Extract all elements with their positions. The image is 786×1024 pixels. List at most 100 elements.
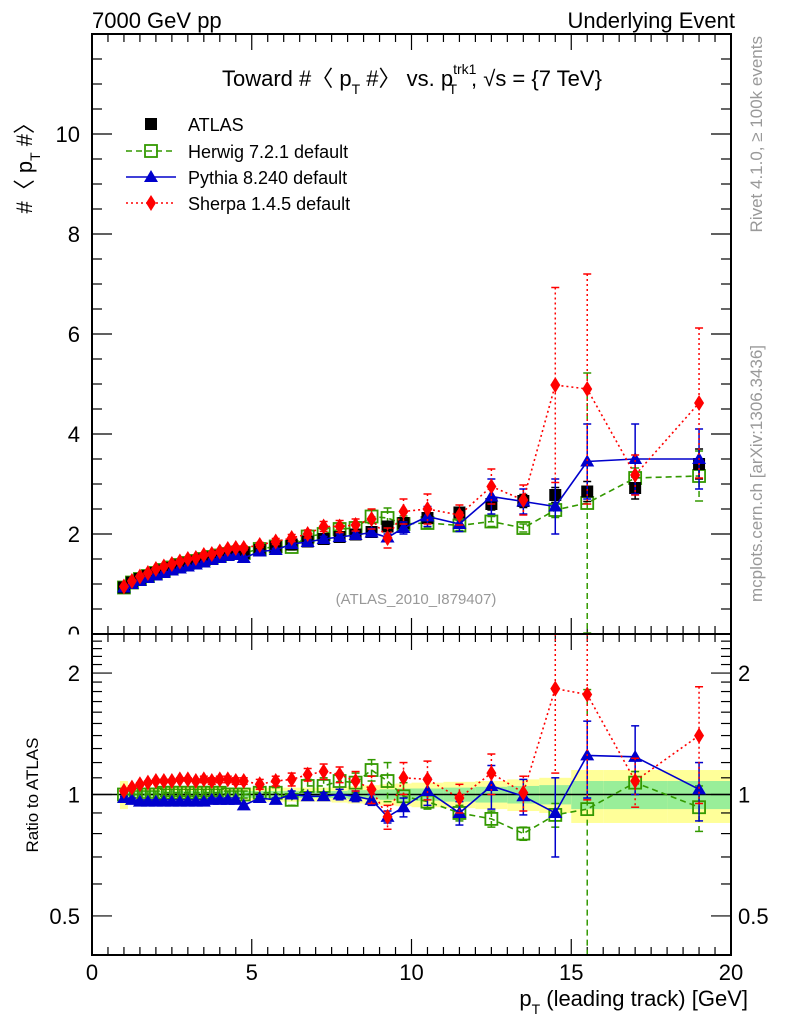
herwig-marker [580, 802, 595, 817]
legend-label: Herwig 7.2.1 default [188, 142, 348, 162]
main-ylabel: #〈 pT #〉 [12, 112, 43, 214]
sherpa-marker [630, 467, 641, 483]
pythia-marker [628, 452, 643, 464]
sherpa-marker [190, 773, 201, 790]
rivet-label: Rivet 4.1.0, ≥ 100k events [747, 36, 766, 232]
legend-label: Sherpa 1.4.5 default [188, 194, 350, 214]
sherpa-marker [174, 553, 185, 570]
pythia-marker [316, 789, 331, 802]
header-right: Underlying Event [567, 8, 735, 33]
herwig-marker [380, 774, 395, 788]
title-sub: T [448, 81, 457, 97]
y-tick-label: 8 [68, 222, 80, 247]
y-tick-label: 0 [68, 622, 80, 647]
pythia-marker [396, 521, 411, 533]
sherpa-marker [134, 776, 145, 793]
title-sup: trk1 [453, 61, 477, 77]
sherpa-marker [286, 771, 297, 788]
sherpa-marker [222, 541, 233, 557]
sherpa-marker [206, 773, 217, 790]
legend: ATLAS Herwig 7.2.1 default Pythia 8.240 de… [126, 115, 350, 214]
pythia-marker [396, 800, 411, 813]
sherpa-marker [142, 774, 153, 791]
sherpa-marker [422, 771, 433, 788]
sherpa-marker [454, 790, 465, 807]
x-tick-label: 0 [86, 960, 98, 985]
series-sherpa [118, 273, 705, 595]
analysis-watermark: (ATLAS_2010_I879407) [336, 591, 497, 608]
pythia-marker [364, 525, 379, 538]
pythia-marker [284, 787, 299, 800]
x-tick-label: 10 [399, 960, 423, 985]
pythia-marker [332, 787, 347, 800]
ylabel-sub: T [27, 152, 43, 161]
sherpa-marker [318, 518, 329, 535]
series-line [123, 769, 700, 835]
sherpa-marker [286, 530, 297, 546]
sherpa-marker [198, 771, 209, 788]
pythia-marker [268, 792, 283, 805]
sherpa-marker [486, 765, 497, 782]
xlabel: pT (leading track) [GeV] [519, 986, 748, 1017]
sherpa-marker [182, 551, 193, 567]
ratio-tick-label: 1 [68, 783, 80, 808]
sherpa-marker [238, 773, 249, 790]
pythia-marker [332, 530, 347, 542]
legend-marker-atlas [145, 118, 157, 130]
sherpa-marker [518, 784, 529, 801]
sherpa-marker [270, 773, 281, 790]
sherpa-marker [382, 808, 393, 825]
herwig-marker [484, 811, 499, 826]
sherpa-marker [270, 533, 281, 550]
legend-label: ATLAS [188, 115, 244, 135]
sherpa-marker [214, 543, 225, 560]
sherpa-marker [422, 501, 433, 517]
ratio-frame [91, 633, 732, 956]
herwig-marker [484, 514, 499, 529]
sherpa-marker [302, 526, 313, 542]
sherpa-marker [398, 503, 409, 520]
sherpa-marker [334, 518, 345, 535]
xlabel-part: p [519, 986, 531, 1011]
pythia-marker [364, 792, 379, 805]
pythia-marker [548, 805, 563, 818]
header-left: 7000 GeV pp [92, 8, 222, 33]
pythia-marker [236, 798, 251, 811]
y-tick-label: 10 [56, 122, 80, 147]
series-pythia [116, 423, 707, 593]
legend-marker-herwig [144, 144, 158, 158]
sherpa-marker [694, 395, 705, 411]
sherpa-marker [230, 773, 241, 790]
sherpa-marker [214, 771, 225, 788]
sherpa-marker [302, 766, 313, 783]
pythia-marker [228, 792, 243, 805]
sherpa-marker [126, 779, 137, 796]
main-title: Toward #〈 pT #〉 vs. ptrk1 T, √s = {7 TeV} [222, 61, 602, 97]
sherpa-marker [150, 561, 161, 577]
sherpa-marker [582, 686, 593, 703]
xlabel-sub: T [532, 1001, 541, 1017]
title-part: , √s = {7 TeV} [471, 66, 602, 91]
sherpa-marker [158, 773, 169, 790]
sherpa-marker [166, 556, 177, 572]
sherpa-marker [382, 530, 393, 546]
sherpa-marker [158, 558, 169, 575]
sherpa-marker [118, 578, 129, 595]
sherpa-marker [350, 773, 361, 790]
sherpa-marker [366, 511, 377, 527]
y-tick-label: 6 [68, 322, 80, 347]
ratio-tick-label-right: 2 [738, 661, 750, 686]
sherpa-marker [550, 377, 561, 393]
series-line [123, 475, 700, 589]
ratio-tick-label: 0.5 [49, 904, 80, 929]
pythia-marker [420, 784, 435, 797]
sherpa-marker [486, 478, 497, 495]
x-tick-label: 5 [246, 960, 258, 985]
sherpa-marker [230, 540, 241, 556]
pythia-marker [548, 499, 563, 512]
sherpa-marker [254, 537, 265, 553]
herwig-marker [516, 826, 531, 841]
pythia-marker [316, 532, 331, 544]
pythia-marker [348, 789, 363, 802]
sherpa-marker [694, 727, 705, 744]
